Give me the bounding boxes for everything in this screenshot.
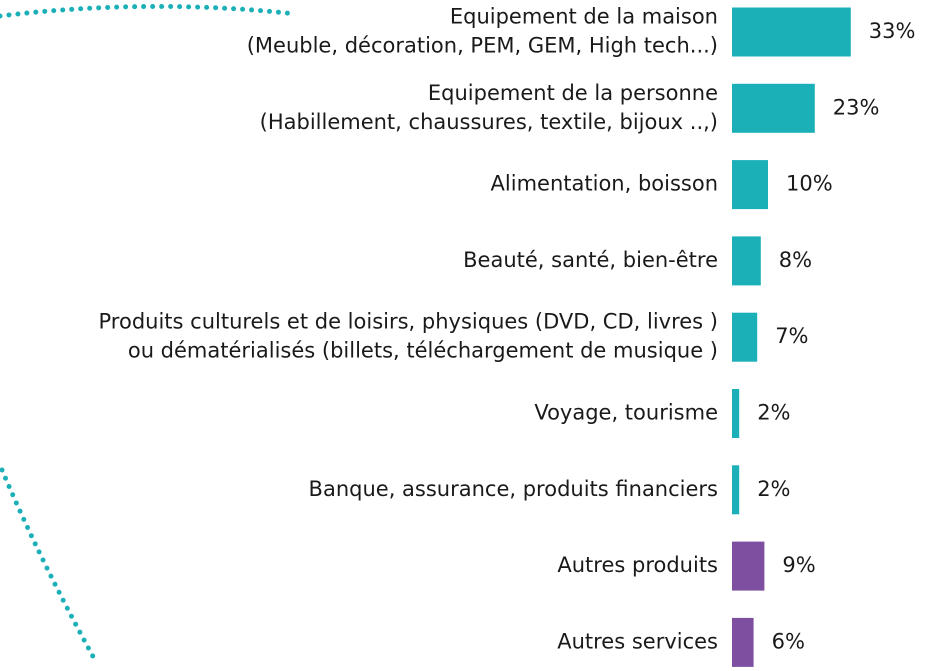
category-label: Autres produits xyxy=(557,553,718,577)
bar xyxy=(732,617,754,667)
bar xyxy=(732,541,765,591)
category-label: Alimentation, boisson xyxy=(491,172,718,196)
bar xyxy=(732,389,740,438)
bar xyxy=(732,83,815,133)
value-label: 23% xyxy=(833,95,880,119)
bar xyxy=(732,160,768,210)
category-label: Autres services xyxy=(557,629,718,653)
category-label: Produits culturels et de loisirs, physiq… xyxy=(99,310,718,363)
category-label: Equipement de la maison (Meuble, décorati… xyxy=(247,5,718,58)
bar xyxy=(732,236,761,286)
value-label: 6% xyxy=(772,629,805,653)
bar xyxy=(732,7,851,57)
value-label: 7% xyxy=(775,324,808,348)
value-label: 2% xyxy=(757,401,790,425)
category-label: Equipement de la personne (Habillement, c… xyxy=(260,81,718,134)
value-label: 33% xyxy=(869,19,916,43)
value-label: 2% xyxy=(757,477,790,501)
value-label: 9% xyxy=(782,553,815,577)
value-label: 10% xyxy=(786,172,833,196)
bar xyxy=(732,465,740,515)
category-label: Banque, assurance, produits financiers xyxy=(309,477,718,501)
value-label: 8% xyxy=(779,248,812,272)
category-label: Beauté, santé, bien-être xyxy=(463,248,718,272)
category-label: Voyage, tourisme xyxy=(534,401,718,425)
decoration xyxy=(0,3,299,19)
bar xyxy=(732,312,758,362)
decoration xyxy=(0,467,99,665)
